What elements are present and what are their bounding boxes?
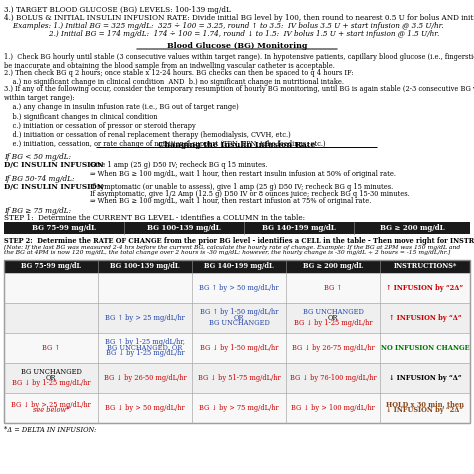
FancyBboxPatch shape xyxy=(4,332,470,363)
Text: NO INFUSION CHANGE: NO INFUSION CHANGE xyxy=(381,344,469,352)
Text: 3.) If any of the following occur, consider the temporary resumption of hourly B: 3.) If any of the following occur, consi… xyxy=(4,85,474,148)
Text: BG ↓ by 1-25 mg/dL/hr: BG ↓ by 1-25 mg/dL/hr xyxy=(12,379,90,387)
Text: BG ↓ by 1-25 mg/dL/hr: BG ↓ by 1-25 mg/dL/hr xyxy=(294,319,372,328)
Text: BG 100-139 mg/dL: BG 100-139 mg/dL xyxy=(110,262,180,270)
Text: BG ≥ 200 mg/dL: BG ≥ 200 mg/dL xyxy=(303,262,363,270)
Text: BG UNCHANGED: BG UNCHANGED xyxy=(302,308,364,316)
Text: ⇒ When BG ≥ 100 mg/dL, wait 1 hour, then restart infusion at 75% of original rat: ⇒ When BG ≥ 100 mg/dL, wait 1 hour, then… xyxy=(90,197,371,204)
Text: If BG < 50 mg/dL:: If BG < 50 mg/dL: xyxy=(4,153,71,161)
Text: D/C INSULIN INFUSION: D/C INSULIN INFUSION xyxy=(4,161,103,168)
Text: ↑ INFUSION by “2Δ”: ↑ INFUSION by “2Δ” xyxy=(386,283,464,292)
Text: BG ↓ by 76-100 mg/dL/hr: BG ↓ by 76-100 mg/dL/hr xyxy=(290,374,376,382)
Text: BG 140-199 mg/dL: BG 140-199 mg/dL xyxy=(204,262,274,270)
Text: OR: OR xyxy=(46,374,56,382)
Text: Blood Glucose (BG) Monitoring: Blood Glucose (BG) Monitoring xyxy=(167,42,307,50)
Text: BG ↓ by > 50 mg/dL/hr: BG ↓ by > 50 mg/dL/hr xyxy=(105,403,185,411)
Text: BG 75-99 mg/dL: BG 75-99 mg/dL xyxy=(32,224,96,231)
Text: BG ↓ by > 75 mg/dL/hr: BG ↓ by > 75 mg/dL/hr xyxy=(199,403,279,411)
Text: BG ≥ 200 mg/dL: BG ≥ 200 mg/dL xyxy=(380,224,444,231)
FancyBboxPatch shape xyxy=(4,273,470,302)
Text: *Δ = DELTA IN INFUSION:: *Δ = DELTA IN INFUSION: xyxy=(4,427,96,435)
Text: BG UNCHANGED, OR: BG UNCHANGED, OR xyxy=(107,344,182,352)
Text: OR: OR xyxy=(234,313,244,321)
Text: BG UNCHANGED: BG UNCHANGED xyxy=(209,319,269,327)
Text: BG ↑: BG ↑ xyxy=(42,344,60,352)
Text: BG ↓ by 1-25 mg/dL/hr: BG ↓ by 1-25 mg/dL/hr xyxy=(106,349,184,357)
FancyBboxPatch shape xyxy=(4,363,470,392)
Text: BG ↓ by > 25 mg/dL/hr: BG ↓ by > 25 mg/dL/hr xyxy=(11,401,91,409)
Text: 2.) Initial BG = 174 mg/dL:  174 ÷ 100 = 1.74, round ↓ to 1.5:  IV bolus 1.5 U +: 2.) Initial BG = 174 mg/dL: 174 ÷ 100 = … xyxy=(4,30,439,38)
Text: Changing the Insulin Infusion Rate: Changing the Insulin Infusion Rate xyxy=(158,140,316,148)
FancyBboxPatch shape xyxy=(4,392,470,422)
FancyBboxPatch shape xyxy=(4,221,470,234)
Text: BG UNCHANGED: BG UNCHANGED xyxy=(20,368,82,376)
Text: BG 140-199 mg/dL: BG 140-199 mg/dL xyxy=(262,224,336,231)
Text: OR: OR xyxy=(328,313,338,321)
Text: D/C INSULIN INFUSION: D/C INSULIN INFUSION xyxy=(4,182,103,191)
Text: [Note: If the last BG was measured 2-4 hrs before the current BG, calculate the : [Note: If the last BG was measured 2-4 h… xyxy=(4,245,460,255)
Text: STEP 1:  Determine the CURRENT BG LEVEL - identifies a COLUMN in the table:: STEP 1: Determine the CURRENT BG LEVEL -… xyxy=(4,213,305,221)
Text: 1.)  Check BG hourly until stable (3 consecutive values within target range). In: 1.) Check BG hourly until stable (3 cons… xyxy=(4,53,474,70)
Text: Examples: 1.) Initial BG = 325 mg/dL:  325 ÷ 100 = 3.25, round ↑ to 3.5:  IV bol: Examples: 1.) Initial BG = 325 mg/dL: 32… xyxy=(4,22,444,30)
Text: BG 75-99 mg/dL: BG 75-99 mg/dL xyxy=(21,262,81,270)
Text: If BG 50-74 mg/dL:: If BG 50-74 mg/dL: xyxy=(4,174,74,182)
Text: BG ↓ by 1-50 mg/dL/hr: BG ↓ by 1-50 mg/dL/hr xyxy=(200,344,278,352)
FancyBboxPatch shape xyxy=(4,302,470,332)
Text: STEP 2:  Determine the RATE OF CHANGE from the prior BG level - identifies a CEL: STEP 2: Determine the RATE OF CHANGE fro… xyxy=(4,237,474,245)
Text: ↓ INFUSION by “Δ”: ↓ INFUSION by “Δ” xyxy=(389,374,461,382)
Text: Give 1 amp (25 g) D50 IV; recheck BG q 15 minutes.
⇒ When BG ≥ 100 mg/dL, wait 1: Give 1 amp (25 g) D50 IV; recheck BG q 1… xyxy=(90,161,396,178)
Text: ↑ INFUSION by “Δ”: ↑ INFUSION by “Δ” xyxy=(389,313,461,321)
Text: BG ↑ by > 50 mg/dL/hr: BG ↑ by > 50 mg/dL/hr xyxy=(199,283,279,292)
Text: If BG ≥ 75 mg/dL:: If BG ≥ 75 mg/dL: xyxy=(4,207,71,215)
Text: HOLD x 30 min, then: HOLD x 30 min, then xyxy=(386,401,464,409)
Text: INSTRUCTIONS*: INSTRUCTIONS* xyxy=(393,262,456,270)
Text: BG 100-139 mg/dL: BG 100-139 mg/dL xyxy=(147,224,221,231)
Text: If asymptomatic, give 1/2 Amp (12.5 g) D50 IV or 8 ounces juice; recheck BG q 15: If asymptomatic, give 1/2 Amp (12.5 g) D… xyxy=(90,190,410,198)
Text: BG ↑ by 1-25 mg/dL/hr,: BG ↑ by 1-25 mg/dL/hr, xyxy=(105,338,185,346)
Text: 4.) BOLUS & INITIAL INSULIN INFUSION RATE: Divide initial BG level by 100, then : 4.) BOLUS & INITIAL INSULIN INFUSION RAT… xyxy=(4,14,474,22)
Text: BG ↓ by 26-50 mg/dL/hr: BG ↓ by 26-50 mg/dL/hr xyxy=(104,374,186,382)
Text: If symptomatic (or unable to assess), give 1 amp (25 g) D50 IV; recheck BG q 15 : If symptomatic (or unable to assess), gi… xyxy=(90,182,393,191)
Text: BG ↓ by 26-75 mg/dL/hr: BG ↓ by 26-75 mg/dL/hr xyxy=(292,344,374,352)
Text: BG ↓ by > 100 mg/dL/hr: BG ↓ by > 100 mg/dL/hr xyxy=(291,403,375,411)
Text: BG ↑ by 1-50 mg/dL/hr: BG ↑ by 1-50 mg/dL/hr xyxy=(200,308,278,316)
Text: see below*: see below* xyxy=(33,406,69,414)
Text: ↓ INFUSION by “2Δ”: ↓ INFUSION by “2Δ” xyxy=(386,406,464,414)
Text: 2.) Then check BG q 2 hours; once stable x 12-24 hours. BG checks can then be sp: 2.) Then check BG q 2 hours; once stable… xyxy=(4,69,354,86)
Text: BG ↑: BG ↑ xyxy=(324,283,342,292)
Text: 3.) TARGET BLOOD GLUCOSE (BG) LEVELS: 100-139 mg/dL: 3.) TARGET BLOOD GLUCOSE (BG) LEVELS: 10… xyxy=(4,6,231,14)
Text: BG ↓ by 51-75 mg/dL/hr: BG ↓ by 51-75 mg/dL/hr xyxy=(198,374,280,382)
Text: BG ↑ by > 25 mg/dL/hr: BG ↑ by > 25 mg/dL/hr xyxy=(105,313,185,321)
FancyBboxPatch shape xyxy=(4,259,470,273)
